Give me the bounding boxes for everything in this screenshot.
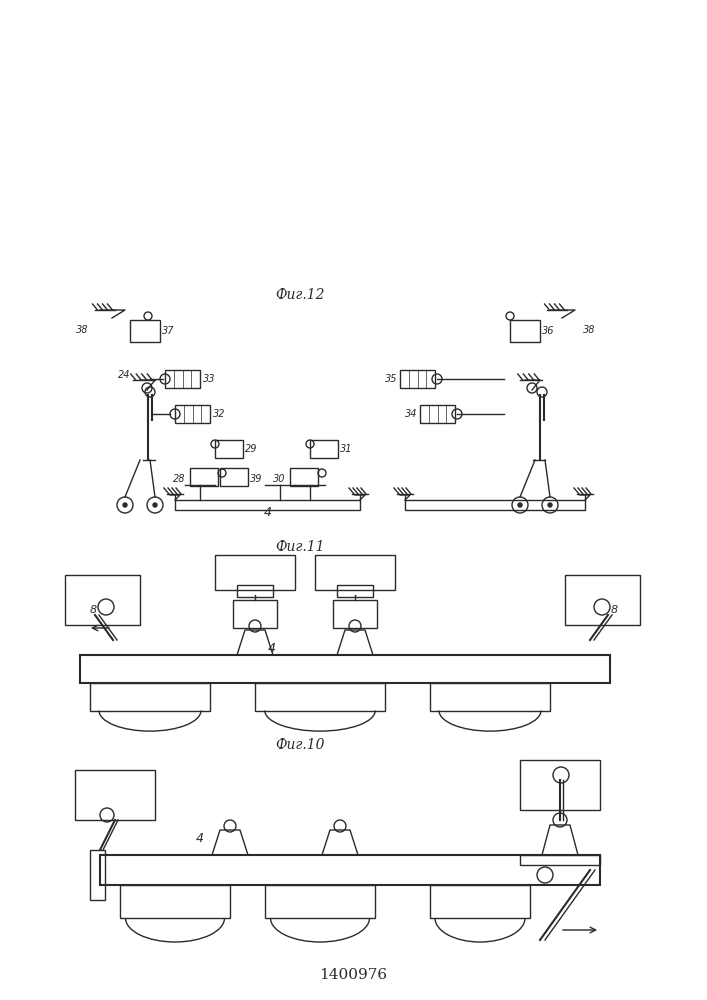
Text: 4: 4 <box>196 832 204 844</box>
Text: 4: 4 <box>264 506 272 520</box>
Bar <box>175 500 360 510</box>
Text: 29: 29 <box>245 444 257 454</box>
Text: 4: 4 <box>268 642 276 654</box>
Bar <box>90 850 105 900</box>
Text: 8: 8 <box>610 605 617 615</box>
Circle shape <box>153 503 157 507</box>
Bar <box>130 320 160 342</box>
Bar <box>310 440 338 458</box>
Text: 34: 34 <box>404 409 417 419</box>
Bar <box>337 585 373 597</box>
Bar <box>175 405 210 423</box>
Text: 38: 38 <box>76 325 88 335</box>
Bar <box>90 683 210 710</box>
Text: 8: 8 <box>90 605 97 615</box>
Bar <box>165 370 200 388</box>
Bar <box>430 683 550 710</box>
Text: Фиг.12: Фиг.12 <box>275 288 325 302</box>
Text: 35: 35 <box>385 374 397 384</box>
Bar <box>65 575 140 625</box>
Bar <box>75 770 155 820</box>
Bar <box>215 555 295 590</box>
Text: 31: 31 <box>340 444 353 454</box>
Text: Фиг.10: Фиг.10 <box>275 738 325 752</box>
Text: 38: 38 <box>583 325 595 335</box>
Bar <box>120 885 230 918</box>
Bar <box>80 655 610 683</box>
Circle shape <box>123 503 127 507</box>
Bar <box>233 600 277 628</box>
Bar <box>265 885 375 918</box>
Bar <box>430 885 530 918</box>
Bar <box>520 855 600 865</box>
Bar <box>215 440 243 458</box>
Text: 32: 32 <box>213 409 226 419</box>
Text: 39: 39 <box>250 474 262 484</box>
Text: 37: 37 <box>162 326 175 336</box>
Circle shape <box>548 503 552 507</box>
Bar <box>315 555 395 590</box>
Text: 33: 33 <box>203 374 216 384</box>
Text: 30: 30 <box>272 474 285 484</box>
Text: 28: 28 <box>173 474 185 484</box>
Bar <box>255 683 385 710</box>
Text: 1400976: 1400976 <box>319 968 387 982</box>
Bar <box>510 320 540 342</box>
Bar <box>520 760 600 810</box>
Text: Фиг.11: Фиг.11 <box>275 540 325 554</box>
Bar <box>565 575 640 625</box>
Bar <box>333 600 377 628</box>
Bar <box>405 500 585 510</box>
Bar <box>237 585 273 597</box>
Bar <box>400 370 435 388</box>
Text: 24: 24 <box>117 370 130 380</box>
Bar <box>190 468 218 486</box>
Bar <box>220 468 248 486</box>
Bar <box>290 468 318 486</box>
Bar <box>420 405 455 423</box>
Circle shape <box>518 503 522 507</box>
Text: 36: 36 <box>542 326 554 336</box>
Bar <box>100 855 600 885</box>
